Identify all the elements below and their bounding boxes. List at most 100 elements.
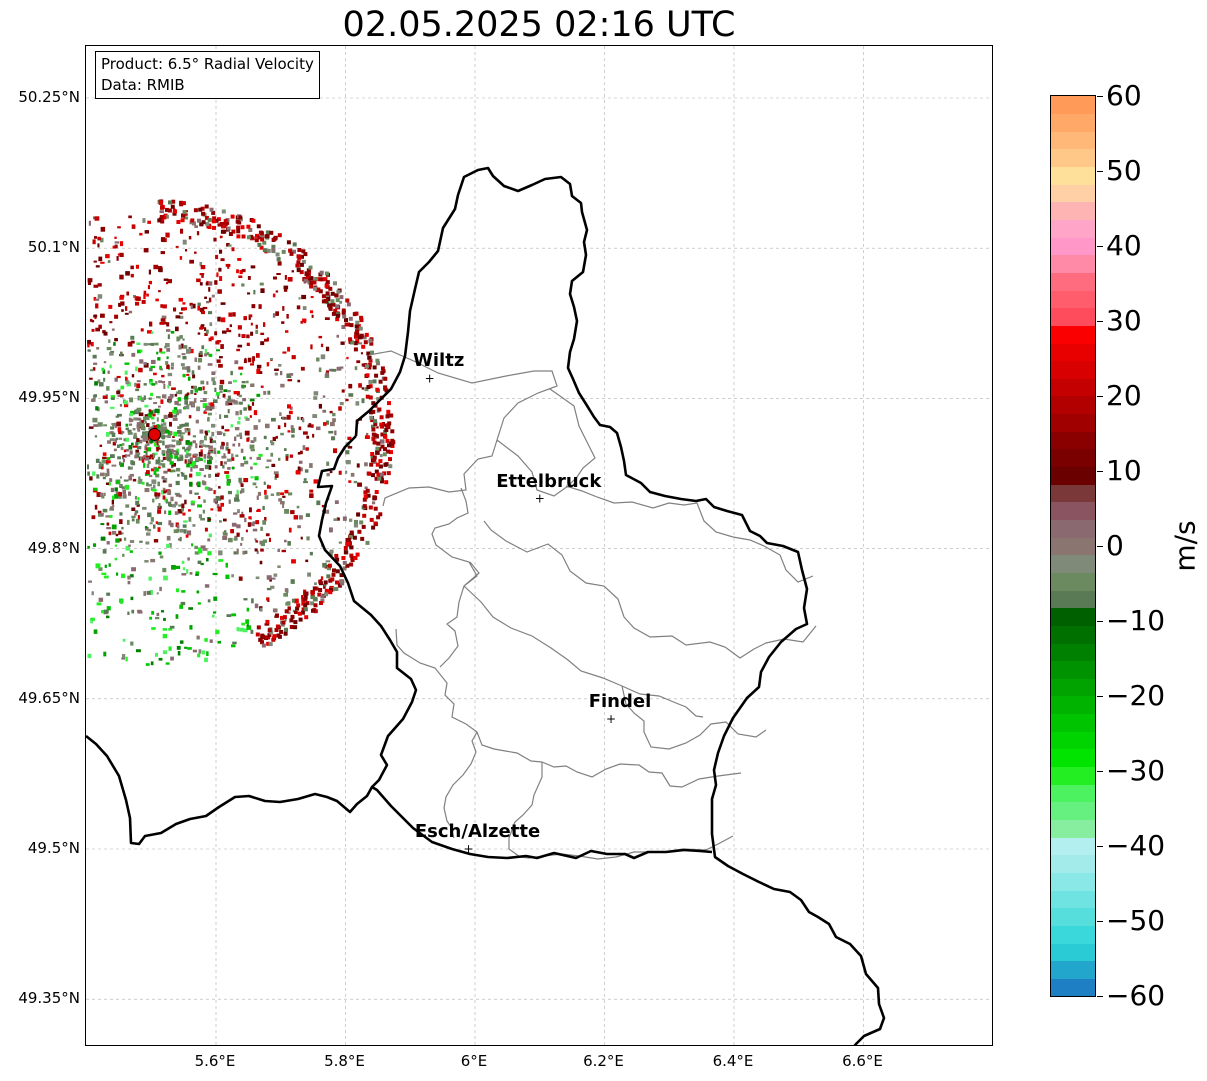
echo-pixel (320, 594, 325, 599)
echo-pixel (286, 414, 291, 420)
echo-pixel (131, 518, 135, 522)
echo-pixel (373, 521, 378, 526)
echo-pixel (290, 579, 295, 584)
echo-pixel (181, 472, 185, 477)
echo-pixel (207, 455, 212, 459)
echo-pixel (181, 213, 186, 218)
echo-pixel (244, 550, 248, 554)
echo-pixel (299, 450, 303, 455)
echo-pixel (386, 449, 390, 454)
echo-pixel (256, 550, 259, 554)
echo-pixel (179, 200, 184, 205)
echo-pixel (220, 258, 225, 262)
echo-pixel (143, 383, 147, 386)
echo-pixel (216, 272, 219, 278)
echo-pixel (334, 430, 337, 436)
echo-pixel (130, 340, 135, 344)
echo-pixel (201, 220, 206, 225)
echo-pixel (329, 587, 333, 592)
echo-pixel (376, 434, 379, 439)
echo-pixel (187, 647, 192, 650)
echo-pixel (239, 410, 243, 415)
echo-pixel (148, 269, 151, 275)
echo-pixel (99, 382, 104, 387)
echo-pixel (306, 435, 310, 439)
echo-pixel (91, 398, 96, 402)
echo-pixel (260, 288, 265, 293)
echo-pixel (187, 557, 190, 561)
echo-pixel (187, 431, 191, 436)
echo-pixel (176, 336, 180, 342)
echo-pixel (225, 474, 230, 479)
echo-pixel (127, 611, 130, 615)
echo-pixel (109, 454, 115, 458)
echo-pixel (228, 244, 232, 247)
echo-pixel (325, 372, 329, 376)
echo-pixel (135, 449, 139, 455)
echo-pixel (156, 612, 160, 616)
echo-pixel (209, 488, 213, 491)
echo-pixel (216, 217, 221, 222)
echo-pixel (175, 315, 181, 319)
echo-pixel (313, 479, 319, 484)
echo-pixel (294, 598, 299, 604)
echo-pixel (259, 282, 264, 286)
echo-pixel (300, 320, 303, 324)
echo-pixel (320, 277, 325, 282)
echo-pixel (216, 431, 222, 435)
echo-pixel (116, 375, 121, 379)
echo-pixel (239, 481, 243, 485)
echo-pixel (204, 638, 208, 642)
echo-pixel (118, 492, 122, 497)
echo-pixel (323, 422, 327, 426)
echo-pixel (328, 590, 333, 595)
echo-pixel (175, 494, 181, 497)
echo-pixel (202, 481, 207, 486)
echo-pixel (364, 387, 369, 392)
echo-pixel (378, 459, 383, 464)
echo-pixel (264, 495, 269, 500)
echo-pixel (318, 277, 323, 282)
echo-pixel (362, 335, 367, 340)
echo-pixel (147, 330, 152, 334)
echo-pixel (207, 459, 212, 465)
echo-pixel (198, 387, 202, 391)
echo-pixel (111, 432, 116, 437)
colorbar-segment (1051, 696, 1095, 715)
echo-pixel (199, 262, 203, 267)
echo-pixel (256, 224, 261, 229)
echo-pixel (236, 524, 241, 529)
echo-pixel (151, 359, 156, 364)
echo-pixel (92, 471, 96, 476)
echo-pixel (139, 418, 142, 424)
echo-pixel (259, 560, 263, 565)
echo-pixel (135, 518, 140, 524)
echo-pixel (89, 318, 93, 322)
echo-pixel (367, 355, 372, 360)
echo-pixel (353, 523, 359, 528)
echo-pixel (100, 536, 106, 541)
echo-pixel (110, 350, 115, 353)
echo-pixel (207, 225, 212, 229)
echo-pixel (132, 445, 138, 448)
echo-pixel (368, 384, 373, 389)
echo-pixel (108, 482, 111, 486)
echo-pixel (189, 490, 193, 495)
echo-pixel (345, 460, 351, 465)
echo-pixel (159, 431, 164, 435)
echo-pixel (333, 308, 338, 313)
echo-pixel (225, 562, 228, 568)
echo-pixel (140, 422, 145, 428)
echo-pixel (90, 369, 94, 372)
echo-pixel (196, 278, 201, 283)
echo-pixel (95, 327, 100, 332)
echo-pixel (114, 557, 117, 561)
echo-pixel (145, 416, 150, 421)
echo-pixel (212, 381, 216, 386)
echo-pixel (198, 514, 202, 519)
echo-pixel (91, 591, 94, 596)
echo-pixel (95, 303, 99, 309)
echo-pixel (191, 503, 195, 506)
map-area[interactable]: + + + + (85, 45, 993, 1046)
echo-pixel (237, 344, 243, 348)
